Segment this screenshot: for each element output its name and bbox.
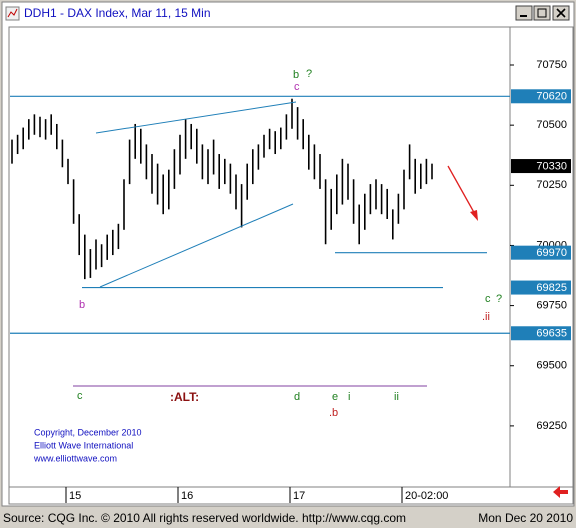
price-level-label: 69825 — [536, 282, 567, 294]
window-buttons — [515, 5, 570, 21]
wave-label: b — [293, 69, 299, 81]
status-date: Mon Dec 20 2010 — [478, 511, 573, 525]
wave-label: i — [348, 391, 350, 403]
upper-trendline — [95, 101, 297, 134]
wave-label: ii — [394, 391, 399, 403]
copyright-line: Copyright, December 2010 — [34, 427, 142, 437]
wave-label: ? — [306, 68, 312, 80]
x-axis-area — [8, 486, 574, 505]
price-level-label: 69970 — [536, 247, 567, 259]
copyright-line: Elliott Wave International — [34, 440, 133, 450]
y-tick-label: 70250 — [536, 179, 567, 191]
price-level-tag — [511, 245, 571, 260]
window-icon-glyph — [7, 8, 18, 18]
wave-label: c — [294, 81, 300, 93]
forecast-arrowhead — [470, 210, 478, 221]
x-tick-label: 20-02:00 — [405, 490, 448, 502]
copyright-line: www.elliottwave.com — [33, 453, 117, 463]
wave-label: ? — [496, 293, 502, 305]
y-tick-label: 69500 — [536, 360, 567, 372]
window-title: DDH1 - DAX Index, Mar 11, 15 Min — [24, 6, 211, 20]
maximize-glyph — [537, 8, 547, 18]
status-source: Source: CQG Inc. © 2010 All rights reser… — [3, 511, 406, 525]
x-tick-label: 15 — [69, 490, 81, 502]
wave-label: b — [79, 299, 85, 311]
close-glyph — [556, 8, 566, 18]
wave-label: e — [332, 391, 338, 403]
wave-label: c — [77, 390, 83, 402]
wave-label: .ii — [482, 311, 490, 323]
minimize-button[interactable] — [515, 5, 533, 21]
price-level-tag — [511, 89, 571, 104]
title-bar — [3, 3, 573, 24]
y-tick-label: 69250 — [536, 420, 567, 432]
last-price-label: 70330 — [536, 160, 567, 172]
alt-label: :ALT: — [170, 390, 199, 404]
last-price-tag — [511, 159, 571, 174]
lower-trendline — [99, 203, 294, 288]
scroll-arrow[interactable] — [553, 486, 568, 498]
y-tick-label: 70500 — [536, 119, 567, 131]
forecast-arrow — [447, 165, 477, 217]
maximize-button[interactable] — [533, 5, 551, 21]
price-level-label: 69635 — [536, 328, 567, 340]
price-level-tag — [511, 280, 571, 295]
x-tick-label: 16 — [181, 490, 193, 502]
y-tick-label: 69750 — [536, 300, 567, 312]
price-level-tag — [511, 326, 571, 341]
wave-label: .b — [329, 407, 338, 419]
y-tick-label: 70750 — [536, 59, 567, 71]
price-level-label: 70620 — [536, 91, 567, 103]
x-tick-label: 17 — [293, 490, 305, 502]
wave-label: d — [294, 391, 300, 403]
wave-label: c — [485, 293, 491, 305]
